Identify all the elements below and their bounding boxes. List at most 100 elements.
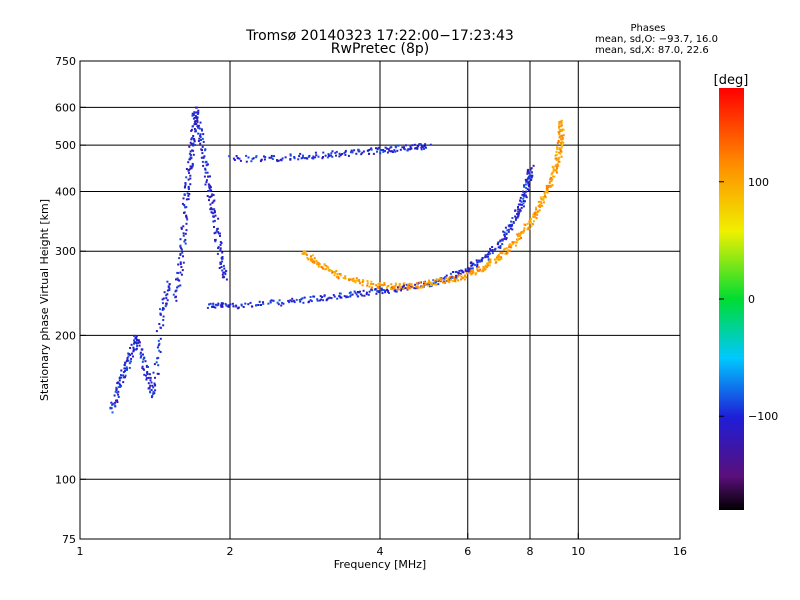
scatter-point: [139, 351, 142, 354]
scatter-point: [129, 347, 132, 349]
scatter-point: [113, 394, 116, 397]
scatter-point: [417, 145, 420, 148]
scatter-point: [432, 282, 435, 285]
scatter-point: [551, 165, 554, 168]
scatter-point: [555, 164, 558, 167]
scatter-point: [528, 222, 531, 225]
scatter-point: [335, 150, 338, 153]
scatter-point: [413, 143, 416, 146]
scatter-point: [221, 257, 224, 260]
scatter-point: [374, 288, 377, 290]
scatter-point: [544, 195, 546, 198]
scatter-point: [157, 339, 160, 342]
scatter-point: [347, 154, 350, 157]
scatter-point: [526, 172, 529, 175]
scatter-point: [469, 270, 472, 273]
scatter-point: [491, 249, 494, 251]
scatter-point: [387, 284, 390, 287]
scatter-point: [528, 220, 531, 223]
scatter-point: [479, 268, 482, 271]
scatter-point: [123, 367, 126, 370]
scatter-point: [324, 154, 327, 157]
scatter-point: [120, 374, 122, 377]
scatter-point: [128, 353, 131, 356]
scatter-point: [205, 179, 208, 182]
y-tick-label: 750: [55, 55, 76, 68]
scatter-point: [207, 163, 209, 166]
scatter-point: [495, 261, 498, 264]
scatter-point: [146, 371, 149, 373]
scatter-point: [181, 202, 184, 205]
scatter-point: [118, 379, 121, 382]
scatter-point: [519, 233, 522, 236]
scatter-point: [540, 202, 543, 205]
scatter-point: [313, 257, 316, 260]
scatter-point: [518, 237, 521, 240]
scatter-point: [277, 303, 280, 306]
colorbar-label: [deg]: [714, 73, 749, 88]
scatter-point: [363, 294, 366, 297]
scatter-point: [152, 392, 155, 395]
scatter-point: [368, 152, 370, 155]
scatter-point: [232, 305, 235, 308]
scatter-point: [209, 203, 212, 206]
scatter-point: [216, 304, 219, 307]
scatter-point: [529, 175, 532, 178]
scatter-point: [221, 303, 224, 306]
scatter-point: [560, 142, 563, 145]
scatter-point: [428, 281, 431, 284]
scatter-point: [204, 183, 207, 186]
scatter-point: [558, 121, 561, 124]
scatter-point: [150, 389, 153, 391]
scatter-point: [349, 278, 352, 281]
scatter-point: [116, 391, 119, 394]
scatter-point: [497, 246, 500, 249]
scatter-point: [487, 258, 490, 261]
scatter-point: [470, 264, 473, 267]
scatter-point: [115, 399, 117, 402]
scatter-point: [269, 301, 272, 304]
scatter-point: [167, 285, 170, 288]
scatter-point: [420, 286, 423, 289]
scatter-point: [214, 214, 217, 217]
scatter-point: [200, 128, 203, 131]
scatter-point: [180, 248, 183, 251]
scatter-point: [309, 296, 312, 298]
scatter-point: [524, 200, 526, 203]
scatter-point: [536, 213, 539, 216]
scatter-point: [179, 253, 182, 256]
scatter-point: [386, 151, 389, 154]
scatter-point: [394, 284, 397, 287]
scatter-point: [306, 157, 309, 160]
scatter-point: [217, 247, 220, 250]
scatter-point: [556, 157, 559, 160]
scatter-point: [182, 225, 185, 228]
scatter-point: [465, 272, 468, 275]
scatter-point: [539, 196, 542, 199]
scatter-point: [289, 154, 292, 157]
scatter-point: [549, 178, 551, 181]
scatter-point: [183, 193, 186, 196]
scatter-point: [470, 267, 473, 270]
scatter-point: [454, 271, 457, 273]
scatter-point: [143, 373, 146, 376]
scatter-point: [149, 379, 152, 382]
colorbar-tick-label: 100: [748, 176, 769, 189]
scatter-point: [208, 190, 211, 193]
scatter-point: [537, 205, 540, 208]
scatter-point: [311, 258, 314, 261]
scatter-point: [511, 217, 514, 219]
scatter-point: [414, 283, 417, 286]
scatter-point: [517, 214, 520, 217]
scatter-point: [293, 157, 296, 160]
scatter-point: [217, 232, 220, 235]
scatter-point: [377, 285, 380, 288]
scatter-point: [293, 156, 296, 158]
scatter-point: [339, 274, 342, 277]
scatter-point: [190, 138, 193, 141]
scatter-point: [496, 257, 499, 260]
scatter-point: [110, 401, 113, 404]
scatter-point: [505, 237, 508, 239]
scatter-point: [228, 155, 231, 158]
scatter-point: [186, 192, 189, 195]
